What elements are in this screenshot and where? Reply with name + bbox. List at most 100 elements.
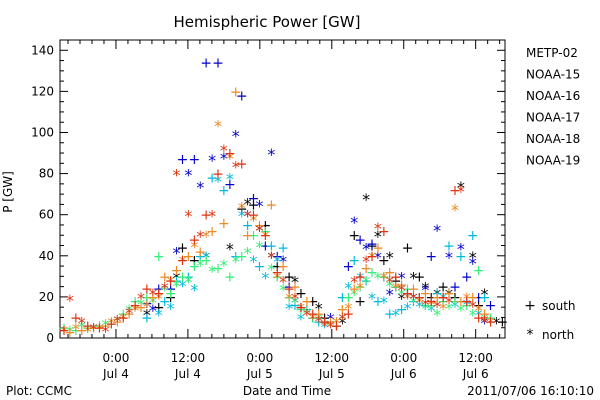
point-north: * bbox=[457, 240, 465, 259]
chart-title: Hemispheric Power [GW] bbox=[174, 13, 361, 31]
y-tick-label: 60 bbox=[39, 208, 54, 222]
point-north: * bbox=[220, 141, 228, 160]
point-north: * bbox=[267, 145, 275, 164]
point-north: * bbox=[374, 248, 382, 267]
point-south: + bbox=[165, 286, 177, 302]
point-north: * bbox=[279, 252, 287, 271]
point-south: + bbox=[177, 269, 189, 285]
point-south: + bbox=[443, 239, 455, 255]
point-south: + bbox=[485, 310, 497, 326]
point-north: * bbox=[409, 268, 417, 287]
point-south: + bbox=[402, 282, 414, 298]
point-north: * bbox=[232, 127, 240, 146]
point-north: * bbox=[297, 309, 305, 328]
point-north: * bbox=[196, 227, 204, 246]
point-north: * bbox=[398, 289, 406, 308]
marker-legend-label: south bbox=[542, 299, 576, 313]
point-north: * bbox=[250, 252, 258, 271]
point-south: + bbox=[301, 302, 313, 318]
point-north: * bbox=[173, 268, 181, 287]
point-south: + bbox=[106, 317, 118, 333]
point-south: + bbox=[449, 294, 461, 310]
y-tick-label: 80 bbox=[39, 167, 54, 181]
point-south: + bbox=[153, 249, 165, 265]
point-south: + bbox=[354, 232, 366, 248]
point-north: * bbox=[137, 295, 145, 314]
point-south: + bbox=[331, 319, 343, 335]
point-north: * bbox=[433, 221, 441, 240]
point-north: * bbox=[475, 301, 483, 320]
point-north: * bbox=[279, 281, 287, 300]
x-tick-date: Jul 6 bbox=[390, 367, 417, 381]
point-north: * bbox=[404, 299, 412, 318]
point-south: + bbox=[479, 290, 491, 306]
point-north: * bbox=[409, 289, 417, 308]
point-north: * bbox=[155, 289, 163, 308]
point-south: + bbox=[188, 259, 200, 275]
point-north: * bbox=[232, 157, 240, 176]
point-north: * bbox=[208, 207, 216, 226]
point-north: * bbox=[380, 293, 388, 312]
point-north: * bbox=[113, 312, 121, 331]
point-south: + bbox=[236, 249, 248, 265]
point-north: * bbox=[451, 201, 459, 220]
point-north: * bbox=[244, 207, 252, 226]
point-south: + bbox=[348, 253, 360, 269]
point-south: + bbox=[242, 228, 254, 244]
point-south: + bbox=[153, 300, 165, 316]
point-north: * bbox=[415, 293, 423, 312]
point-north: * bbox=[196, 178, 204, 197]
point-south: + bbox=[372, 294, 384, 310]
point-north: * bbox=[214, 116, 222, 135]
point-north: * bbox=[350, 285, 358, 304]
point-south: + bbox=[183, 249, 195, 265]
point-north: * bbox=[386, 272, 394, 291]
point-south: + bbox=[188, 253, 200, 269]
point-south: + bbox=[354, 269, 366, 285]
point-south: + bbox=[342, 259, 354, 275]
point-south: + bbox=[236, 88, 248, 104]
point-south: + bbox=[348, 282, 360, 298]
point-south: + bbox=[402, 241, 414, 257]
point-south: + bbox=[431, 286, 443, 302]
point-south: + bbox=[212, 261, 224, 277]
point-north: * bbox=[273, 252, 281, 271]
point-south: + bbox=[295, 300, 307, 316]
point-south: + bbox=[366, 249, 378, 265]
point-south: + bbox=[177, 253, 189, 269]
point-north: * bbox=[173, 277, 181, 296]
point-north: * bbox=[421, 281, 429, 300]
point-north: * bbox=[78, 314, 86, 333]
point-south: + bbox=[378, 224, 390, 240]
point-south: + bbox=[265, 197, 277, 213]
point-north: * bbox=[362, 252, 370, 271]
point-north: * bbox=[315, 309, 323, 328]
point-south: + bbox=[419, 298, 431, 314]
point-north: * bbox=[244, 207, 252, 226]
point-south: + bbox=[414, 290, 426, 306]
point-south: + bbox=[218, 216, 230, 232]
point-north: * bbox=[196, 256, 204, 275]
point-north: * bbox=[427, 295, 435, 314]
point-north: * bbox=[101, 316, 109, 335]
point-north: * bbox=[107, 314, 115, 333]
point-north: * bbox=[261, 227, 269, 246]
y-tick-label: 40 bbox=[39, 249, 54, 263]
point-south: + bbox=[342, 290, 354, 306]
point-south: + bbox=[437, 290, 449, 306]
point-north: * bbox=[457, 178, 465, 197]
y-tick-label: 100 bbox=[31, 125, 54, 139]
point-north: * bbox=[125, 301, 133, 320]
point-north: * bbox=[463, 289, 471, 308]
point-south: + bbox=[443, 286, 455, 302]
point-north: * bbox=[486, 314, 494, 333]
legend-item: NOAA-17 bbox=[526, 111, 580, 125]
point-north: * bbox=[149, 301, 157, 320]
point-south: + bbox=[200, 208, 212, 224]
point-south: + bbox=[141, 296, 153, 312]
point-south: + bbox=[283, 269, 295, 285]
legend-item: METP-02 bbox=[526, 46, 578, 60]
point-south: + bbox=[378, 253, 390, 269]
point-north: * bbox=[433, 297, 441, 316]
point-south: + bbox=[319, 315, 331, 331]
